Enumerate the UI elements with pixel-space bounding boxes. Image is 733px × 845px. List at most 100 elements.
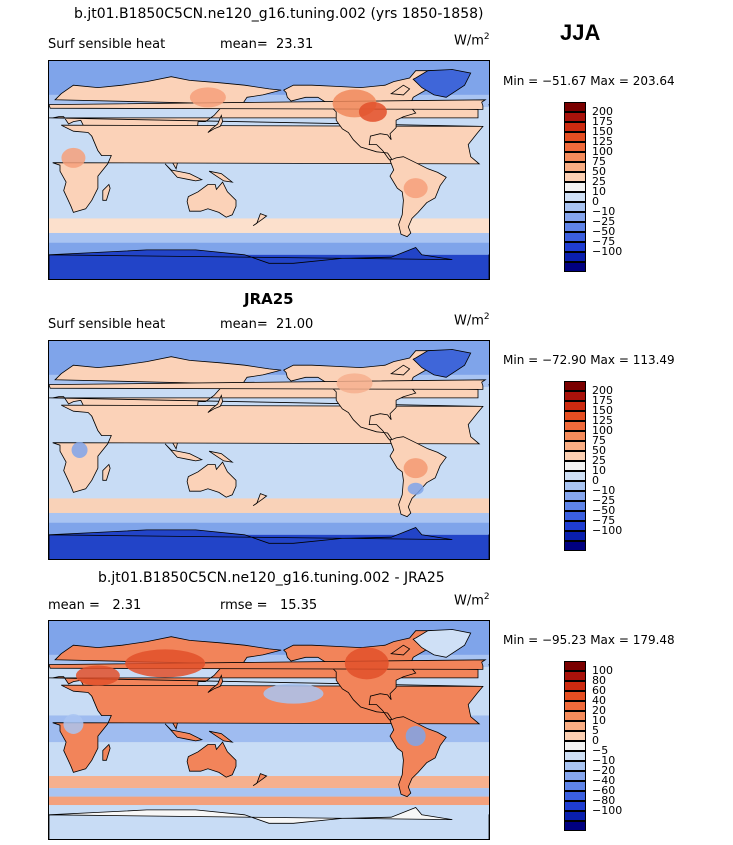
colorbar-tick-label: 150 [592,125,613,138]
colorbar-tick-label: −100 [592,804,623,817]
continent-antarctica [49,807,453,839]
colorbar-swatch [564,401,586,411]
colorbar-swatch [564,381,586,391]
colorbar-tick-label: 25 [592,175,606,188]
continent-indonesia [164,163,204,182]
colorbar-swatch [564,701,586,711]
hotspot-south-america [403,178,428,199]
continent-newguinea [208,450,234,463]
continent-australia [186,181,237,218]
colorbar-swatch [564,242,586,252]
colorbar-swatch [564,232,586,242]
colorbar-swatch [564,801,586,811]
colorbar-tick-label: 175 [592,115,613,128]
continent-indonesia [164,443,204,462]
hotspot-south-america [403,458,428,479]
colorbar-tick-label: −25 [592,494,616,507]
colorbar-swatch [564,541,586,551]
colorbar-tick-label: 5 [592,724,599,737]
continent-japan [207,674,224,693]
continent-greenland [412,69,472,98]
colorbar-tick-label: 10 [592,464,606,477]
colorbar-tick-label: −10 [592,754,616,767]
southern-negative-band [49,788,489,797]
colorbar-tick-label: 20 [592,704,606,717]
colorbar-swatch [564,661,586,671]
colorbar-swatch [564,531,586,541]
panel2-variable-label: Surf sensible heat [48,317,166,332]
colorbar-swatch [564,441,586,451]
southern-warm-band [49,498,489,513]
colorbar-swatch [564,202,586,212]
panel1-units: W/m2 [454,32,490,49]
colorbar-swatch [564,132,586,142]
colorbar-tick-label: 0 [592,734,599,747]
colorbar-tick-label: 60 [592,684,606,697]
colorbar-tick-label: −5 [592,744,609,757]
southern-cool-band [49,512,489,523]
continent-baffin [390,364,411,376]
colorbar-swatch [564,122,586,132]
panel2-map-svg [49,341,489,559]
panel1-title: b.jt01.B1850C5CN.ne120_g16.tuning.002 (y… [74,6,484,22]
continent-uk [49,379,487,390]
colorbar-tick-label: 200 [592,105,613,118]
colorbar-swatch [564,391,586,401]
panel3-mean-label: mean = 2.31 [48,598,142,613]
panel1-variable-label: Surf sensible heat [48,37,166,52]
colorbar-swatch [564,821,586,831]
continent-newguinea [208,730,234,743]
colorbar-swatch [564,142,586,152]
colorbar-tick-label: −100 [592,524,623,537]
colorbar-swatch [564,771,586,781]
panel3-map [48,620,490,840]
colorbar-swatch [564,262,586,272]
panel3-minmax: Min = −95.23 Max = 179.48 [503,633,675,647]
colorbar-tick-label: 100 [592,424,613,437]
colorbar-swatch [564,172,586,182]
hotspot-siberia [125,649,206,678]
colorbar-swatch [564,501,586,511]
colorbar-swatch [564,681,586,691]
colorbar-tick-label: −100 [592,245,623,258]
colorbar-swatch [564,212,586,222]
panel2-units: W/m2 [454,312,490,329]
hotspot-canada [358,101,387,122]
colorbar-swatch [564,461,586,471]
panel1-map [48,60,490,280]
colorbar-swatch [564,751,586,761]
colorbar-tick-label: 50 [592,444,606,457]
colorbar-swatch [564,252,586,262]
season-label: JJA [560,20,601,45]
colorbar-swatch [564,691,586,701]
hotspot-north-america [344,647,389,680]
continent-greenland [412,349,472,378]
colorbar-tick-label: 125 [592,135,613,148]
colorbar-swatch [564,222,586,232]
panel2-mean-label: mean= 21.00 [220,317,314,332]
colorbar-tick-label: −10 [592,205,616,218]
colorbar-tick-label: 40 [592,694,606,707]
panel1-map-svg [49,61,489,279]
hotspot-europe [75,665,120,686]
colorbar-tick-label: 0 [592,474,599,487]
southern-cool-band [49,232,489,243]
colorbar-swatch [564,471,586,481]
colorbar-tick-label: −20 [592,764,616,777]
colorbar-tick-label: −60 [592,784,616,797]
southern-positive-band [49,776,489,789]
colorbar-tick-label: −75 [592,514,616,527]
colorbar-tick-label: 175 [592,394,613,407]
continent-nz [252,213,268,227]
colorbar-swatch [564,162,586,172]
continent-nz [252,773,268,787]
colorbar-tick-label: 125 [592,414,613,427]
continent-madagascar [102,463,111,481]
southern-positive-band-2 [49,796,489,806]
colorbar-tick-label: 150 [592,404,613,417]
colorbar-swatch [564,431,586,441]
colorbar-tick-label: −80 [592,794,616,807]
hotspot-africa [61,147,86,168]
colorbar-tick-label: 100 [592,145,613,158]
colorbar-swatch [564,731,586,741]
